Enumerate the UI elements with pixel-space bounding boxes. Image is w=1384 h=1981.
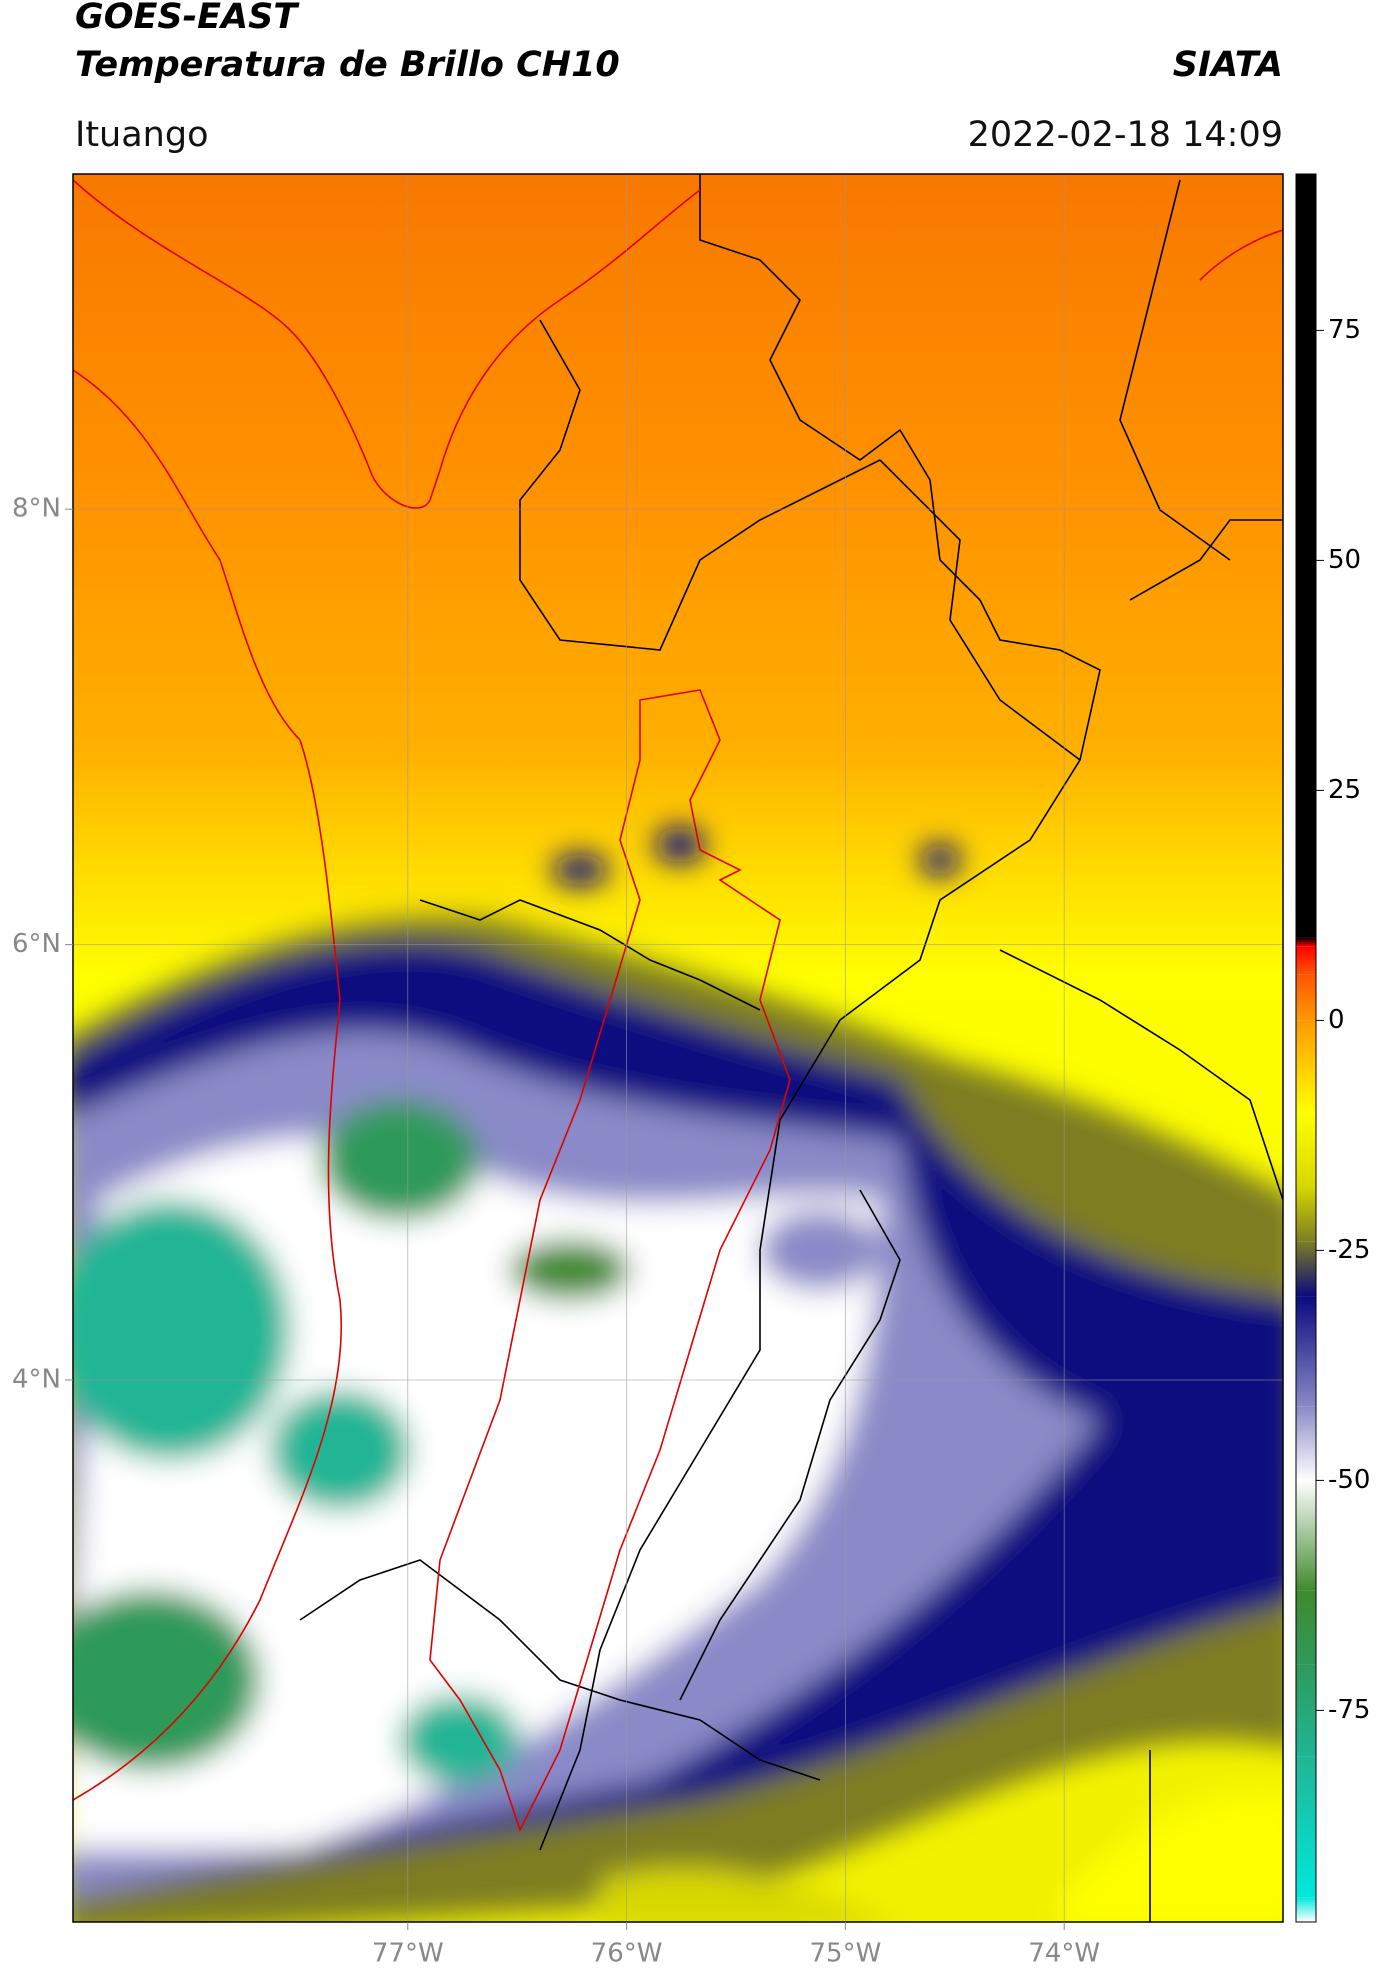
colorbar-tick-label: 25 [1328, 775, 1361, 805]
title: GOES-EAST [75, 0, 300, 37]
colorbar-segment [1296, 1406, 1316, 1481]
colorbar-segment [1296, 937, 1316, 947]
colorbar-segment [1296, 1186, 1316, 1242]
y-tick-label: 4°N [12, 1364, 61, 1394]
colorbar-segment [1296, 1296, 1316, 1407]
colorbar-segment [1296, 1756, 1316, 1898]
colorbar-frame [1295, 173, 1317, 1923]
subtitle: Temperatura de Brillo CH10 [75, 45, 620, 85]
y-tick-label: 6°N [12, 929, 61, 959]
colorbar-segment [1296, 946, 1316, 975]
source: SIATA [1173, 45, 1283, 85]
datetime: 2022-02-18 14:09 [968, 115, 1283, 155]
satellite-image [73, 174, 1283, 1922]
y-tick-label: 8°N [12, 494, 61, 524]
colorbar-tick-label: -75 [1328, 1695, 1370, 1725]
colorbar-segment [1296, 1480, 1316, 1591]
colorbar-tick-label: 75 [1328, 315, 1361, 345]
colorbar-segment [1296, 1897, 1316, 1922]
colorbar-tick-label: -50 [1328, 1465, 1370, 1495]
map-frame [72, 173, 1284, 1923]
colorbar-segment [1296, 1664, 1316, 1757]
x-tick-label: 76°W [591, 1939, 663, 1969]
colorbar-segment [1296, 974, 1316, 1021]
colorbar-segment [1296, 1590, 1316, 1665]
colorbar-segment [1296, 174, 1316, 938]
colorbar-segment [1296, 1241, 1316, 1297]
x-tick-label: 74°W [1028, 1939, 1100, 1969]
colorbar-tick-label: 0 [1328, 1005, 1345, 1035]
colorbar-tick-label: -25 [1328, 1235, 1370, 1265]
colorbar-segment [1296, 1020, 1316, 1113]
x-tick-label: 75°W [809, 1939, 881, 1969]
colorbar-segment [1296, 1112, 1316, 1186]
location: Ituango [75, 115, 209, 155]
colorbar-tick-label: 50 [1328, 545, 1361, 575]
x-tick-label: 77°W [372, 1939, 444, 1969]
